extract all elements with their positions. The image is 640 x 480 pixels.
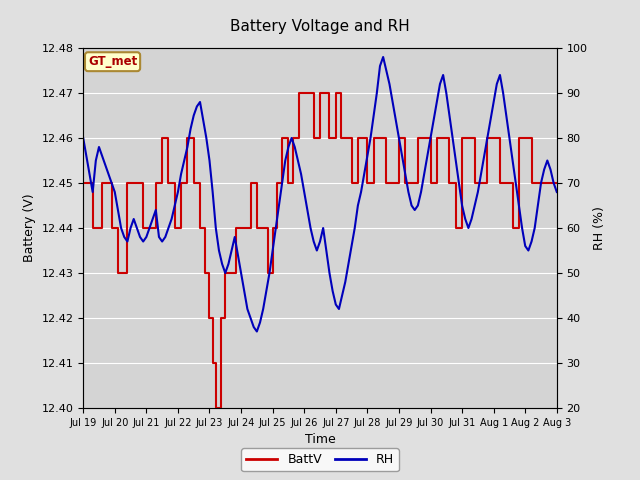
Text: GT_met: GT_met: [88, 55, 137, 68]
Y-axis label: RH (%): RH (%): [593, 206, 606, 250]
Y-axis label: Battery (V): Battery (V): [23, 194, 36, 262]
X-axis label: Time: Time: [305, 433, 335, 446]
Legend: BattV, RH: BattV, RH: [241, 448, 399, 471]
Text: Battery Voltage and RH: Battery Voltage and RH: [230, 19, 410, 34]
